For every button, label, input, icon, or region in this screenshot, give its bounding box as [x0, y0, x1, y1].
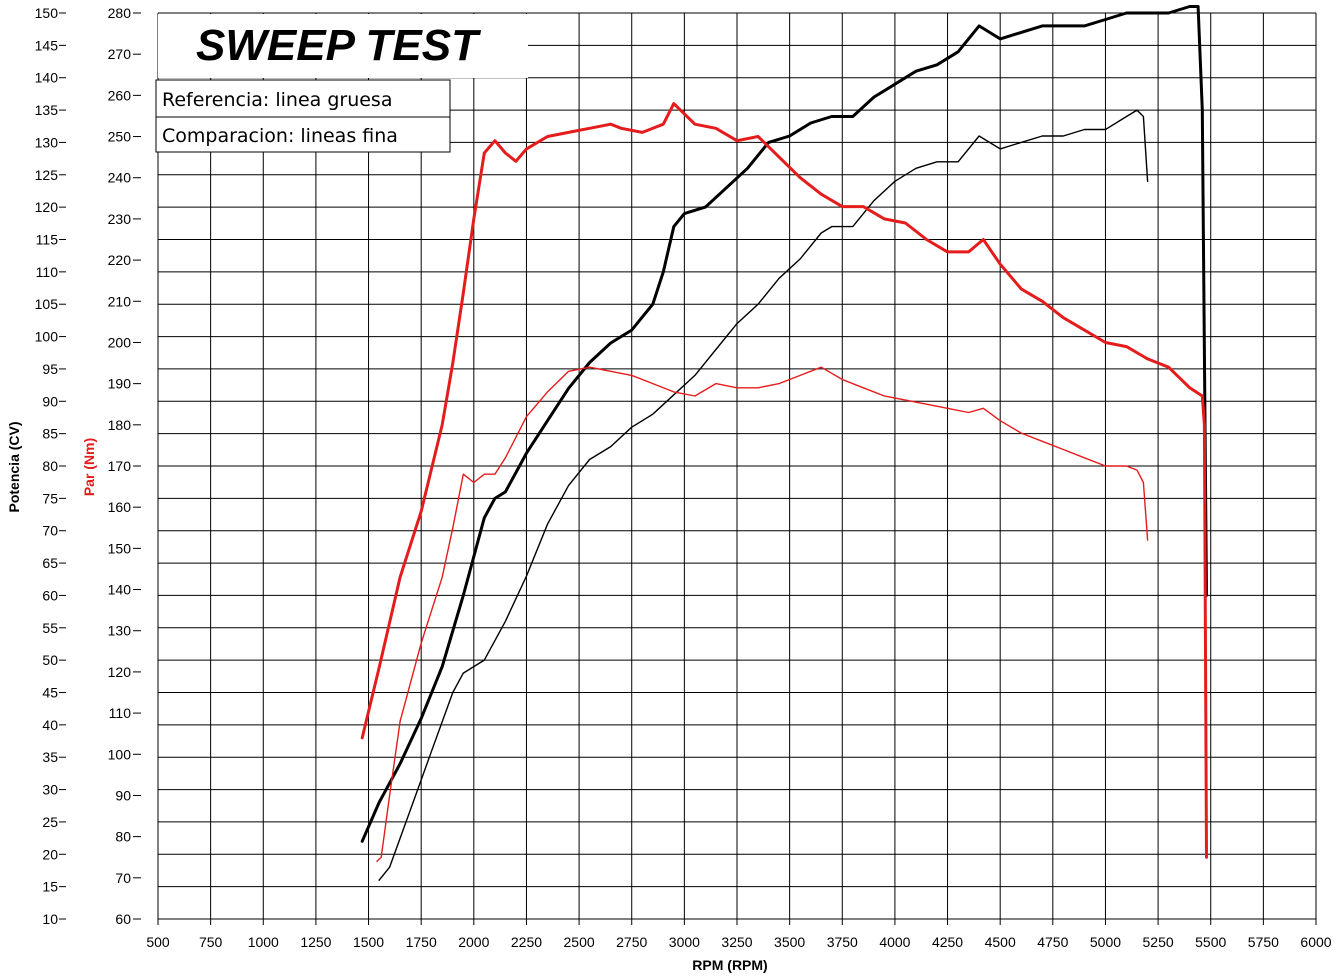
- grid: [157, 12, 1317, 925]
- rpm-tick-label: 2750: [616, 934, 647, 950]
- torque-tick-label: 130: [108, 623, 132, 639]
- torque-thick-line: [360, 102, 1208, 859]
- torque-tick-label: 170: [108, 458, 132, 474]
- rpm-tick-label: 5750: [1248, 934, 1279, 950]
- power-axis-title: Potencia (CV): [6, 421, 22, 512]
- power-tick-label: 100: [35, 329, 59, 345]
- rpm-tick-label: 1250: [300, 934, 331, 950]
- rpm-tick-label: 500: [146, 934, 170, 950]
- power-axis-ticks: 10 15 20 25 30 35 40 45 50 55 60 65 70 75 80 85 90 95 100 1…: [35, 5, 66, 927]
- title-background: [158, 14, 528, 78]
- torque-tick-label: 70: [115, 870, 131, 886]
- torque-tick-label: 160: [108, 499, 132, 515]
- rpm-axis-ticks: 500 750 1000 1250 1500 1750 2000 2250 2500 2750 30…: [146, 919, 1332, 950]
- rpm-tick-label: 5250: [1143, 934, 1174, 950]
- power-tick-label: 125: [35, 167, 59, 183]
- torque-tick-label: 280: [108, 5, 132, 21]
- power-tick-label: 115: [36, 232, 59, 248]
- torque-tick-label: 220: [108, 252, 132, 268]
- power-tick-label: 25: [42, 814, 58, 830]
- torque-tick-label: 150: [108, 540, 132, 556]
- legend-box: [155, 79, 451, 153]
- torque-tick-label: 180: [108, 417, 132, 433]
- torque-tick-label: 140: [108, 582, 132, 598]
- power-tick-label: 70: [42, 523, 58, 539]
- rpm-tick-label: 3750: [827, 934, 858, 950]
- torque-tick-label: 210: [108, 293, 132, 309]
- power-tick-label: 135: [35, 102, 59, 118]
- power-tick-label: 80: [42, 458, 58, 474]
- torque-tick-label: 80: [115, 829, 131, 845]
- power-tick-label: 40: [42, 717, 58, 733]
- rpm-tick-label: 1750: [406, 934, 437, 950]
- torque-tick-label: 270: [108, 46, 132, 62]
- torque-tick-label: 240: [108, 170, 132, 186]
- rpm-tick-label: 4500: [985, 934, 1016, 950]
- rpm-tick-label: 750: [199, 934, 223, 950]
- power-tick-label: 15: [42, 879, 58, 895]
- power-tick-label: 150: [35, 5, 59, 21]
- rpm-tick-label: 3000: [669, 934, 700, 950]
- power-tick-label: 10: [42, 911, 58, 927]
- rpm-tick-label: 2250: [511, 934, 542, 950]
- power-tick-label: 130: [35, 134, 59, 150]
- power-tick-label: 140: [35, 70, 59, 86]
- rpm-tick-label: 2000: [458, 934, 489, 950]
- power-tick-label: 50: [42, 652, 58, 668]
- rpm-tick-label: 3500: [774, 934, 805, 950]
- torque-tick-label: 250: [108, 129, 132, 145]
- torque-tick-label: 100: [108, 746, 132, 762]
- torque-tick-label: 120: [108, 664, 132, 680]
- torque-thin-line: [376, 366, 1149, 862]
- rpm-tick-label: 5000: [1090, 934, 1121, 950]
- torque-tick-label: 230: [108, 211, 132, 227]
- power-tick-label: 65: [42, 555, 58, 571]
- power-tick-label: 35: [42, 749, 58, 765]
- power-tick-label: 120: [35, 199, 59, 215]
- rpm-axis-title: RPM (RPM): [692, 957, 767, 973]
- torque-tick-label: 60: [115, 911, 131, 927]
- legend-entry-comparison: Comparacion: lineas fina: [162, 125, 398, 147]
- power-tick-label: 20: [42, 846, 58, 862]
- power-tick-label: 85: [42, 426, 58, 442]
- rpm-tick-label: 1500: [353, 934, 384, 950]
- torque-tick-label: 90: [115, 787, 131, 803]
- torque-axis-ticks: 60 70 80 90 100 110 120 130 140 150 160 170 180 190 20…: [108, 5, 141, 927]
- power-tick-label: 55: [42, 620, 58, 636]
- torque-tick-label: 200: [108, 334, 132, 350]
- torque-tick-label: 190: [108, 376, 132, 392]
- rpm-tick-label: 4250: [932, 934, 963, 950]
- power-tick-label: 30: [42, 782, 58, 798]
- chart-title: SWEEP TEST: [196, 21, 481, 70]
- power-tick-label: 90: [42, 393, 58, 409]
- power-thin-line: [378, 109, 1149, 881]
- power-tick-label: 60: [42, 587, 58, 603]
- power-thick-line: [360, 5, 1208, 843]
- power-tick-label: 75: [42, 490, 58, 506]
- rpm-tick-label: 3250: [721, 934, 752, 950]
- power-tick-label: 105: [35, 296, 59, 312]
- rpm-tick-label: 1000: [248, 934, 279, 950]
- power-tick-label: 45: [42, 685, 58, 701]
- power-tick-label: 110: [36, 264, 59, 280]
- legend-entry-reference: Referencia: linea gruesa: [162, 89, 392, 111]
- rpm-tick-label: 4750: [1037, 934, 1068, 950]
- power-tick-label: 95: [42, 361, 58, 377]
- torque-tick-label: 260: [108, 87, 132, 103]
- power-tick-label: 145: [35, 37, 59, 53]
- series-lines: [360, 5, 1208, 881]
- rpm-tick-label: 4000: [879, 934, 910, 950]
- rpm-tick-label: 5500: [1195, 934, 1226, 950]
- rpm-tick-label: 2500: [564, 934, 595, 950]
- torque-tick-label: 110: [109, 705, 132, 721]
- rpm-tick-label: 6000: [1300, 934, 1331, 950]
- torque-axis-title: Par (Nm): [81, 438, 97, 496]
